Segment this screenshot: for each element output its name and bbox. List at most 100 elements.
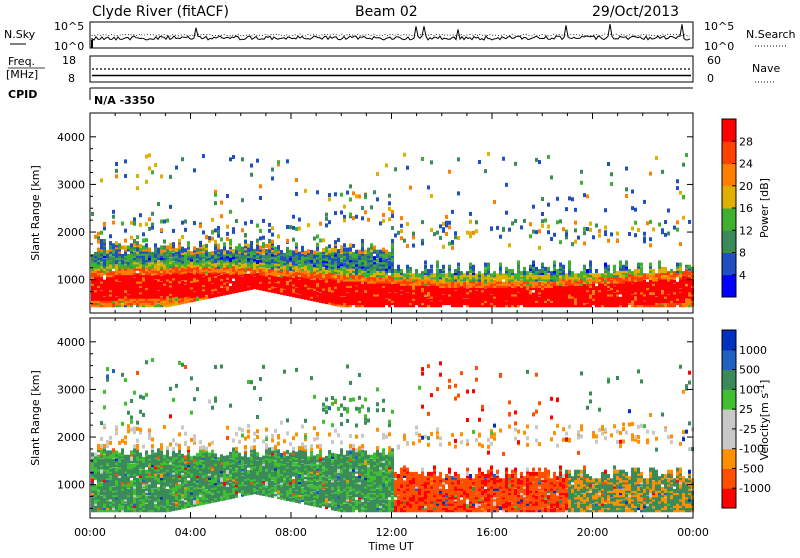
power-cells-cell [226, 250, 229, 254]
power-cells-cell [136, 273, 139, 277]
power-cells-cell [463, 299, 466, 303]
power-cells-cell [121, 254, 124, 258]
power-cells-cell [367, 218, 370, 222]
power-cells-cell [325, 217, 328, 221]
power-cells-cell [529, 234, 532, 238]
power-cells-cell [157, 260, 160, 264]
power-cells-cell [532, 293, 535, 297]
velocity-cells-cell [130, 463, 133, 467]
power-cells-cell [676, 282, 679, 286]
power-cells-cell [400, 295, 403, 299]
freq-left-tick-top: 18 [62, 54, 76, 67]
power-cells-cell [205, 244, 208, 248]
power-cells-cell [397, 265, 400, 269]
power-cells-cell [661, 267, 664, 271]
velocity-cells-cell [124, 435, 127, 439]
power-cells-cell [373, 256, 376, 260]
power-cells-cell [451, 246, 454, 250]
power-cells-cell [151, 275, 154, 279]
power-cells-cell [616, 232, 619, 236]
power-cells-cell [406, 293, 409, 297]
power-cells-cell [220, 214, 223, 218]
power-cells-cell [628, 269, 631, 273]
power-cells-cell [619, 260, 622, 264]
power-cells-cell [220, 275, 223, 279]
power-cells-cell [112, 243, 115, 247]
power-cells-cell [631, 301, 634, 305]
power-cells-cell [484, 169, 487, 173]
power-cells-cell [409, 267, 412, 271]
power-cells-cell [541, 197, 544, 201]
power-cells-cell [436, 231, 439, 235]
power-cells-cell [508, 243, 511, 247]
power-cells-cell [214, 193, 217, 197]
power-cells-cell [634, 269, 637, 273]
noise-sky-trace [92, 24, 690, 40]
power-cells-cell [529, 265, 532, 269]
power-cells-cell [211, 231, 214, 235]
power-cells-cell [232, 266, 235, 270]
power-cells-cell [217, 230, 220, 234]
power-cells-cell [127, 254, 130, 258]
power-cells-cell [427, 269, 430, 273]
power-cells-cell [265, 244, 268, 248]
power-cells-cell [439, 301, 442, 305]
power-cells-cell [601, 273, 604, 277]
power-cells-cell [199, 241, 202, 245]
power-cells-cell [370, 243, 373, 247]
power-cells-cell [154, 280, 157, 284]
power-cells-cell [196, 248, 199, 252]
power-cells-cell [604, 263, 607, 267]
power-cells-cell [178, 239, 181, 243]
power-cells-cell [157, 248, 160, 252]
power-cells-cell [286, 281, 289, 285]
power-cells-cell [373, 245, 376, 249]
power-cells-cell [184, 248, 187, 252]
power-cells-cell [199, 224, 202, 228]
power-cells-cell [247, 274, 250, 278]
power-cells-cell [436, 260, 439, 264]
power-cells-cell [547, 230, 550, 234]
power-cells-cell [256, 159, 259, 163]
power-cells-cell [253, 249, 256, 253]
velocity-cells-cell [100, 483, 103, 487]
power-cells-cell [109, 234, 112, 238]
power-cells-cell [580, 271, 583, 275]
power-cells-cell [583, 265, 586, 269]
power-cells-cell [538, 246, 541, 250]
power-cells-cell [106, 250, 109, 254]
power-cells-cell [271, 168, 274, 172]
power-cells-cell [340, 258, 343, 262]
power-heatmap [91, 152, 694, 307]
power-cells-cell [649, 243, 652, 247]
velocity-cells-cell [124, 455, 127, 459]
power-cells-cell [313, 237, 316, 241]
power-cells-cell [211, 218, 214, 222]
power-cells-cell [97, 232, 100, 236]
power-cells-cell [241, 247, 244, 251]
power-cells-cell [181, 247, 184, 251]
power-cells-cell [547, 267, 550, 271]
power-cells-cell [364, 210, 367, 214]
power-cells-cell [685, 299, 688, 303]
power-cells-cell [352, 216, 355, 220]
power-cells-cell [574, 273, 577, 277]
power-cells-cell [181, 157, 184, 161]
power-cells-cell [634, 282, 637, 286]
velocity-cells-cell [115, 450, 118, 454]
power-cells-cell [391, 214, 394, 218]
power-cells-cell [100, 241, 103, 245]
power-cells-cell [325, 223, 328, 227]
power-cells-cell [535, 230, 538, 234]
power-cells-cell [664, 220, 667, 224]
power-cells-cell [604, 232, 607, 236]
velocity-cells-cell [130, 428, 133, 432]
power-cells-cell [352, 191, 355, 195]
power-cells-cell [211, 294, 214, 298]
power-cells-cell [523, 267, 526, 271]
power-cells-cell [292, 250, 295, 254]
power-cells-cell [559, 263, 562, 267]
power-cells-cell [451, 273, 454, 277]
power-cells-cell [409, 278, 412, 282]
power-cells-cell [514, 162, 517, 166]
